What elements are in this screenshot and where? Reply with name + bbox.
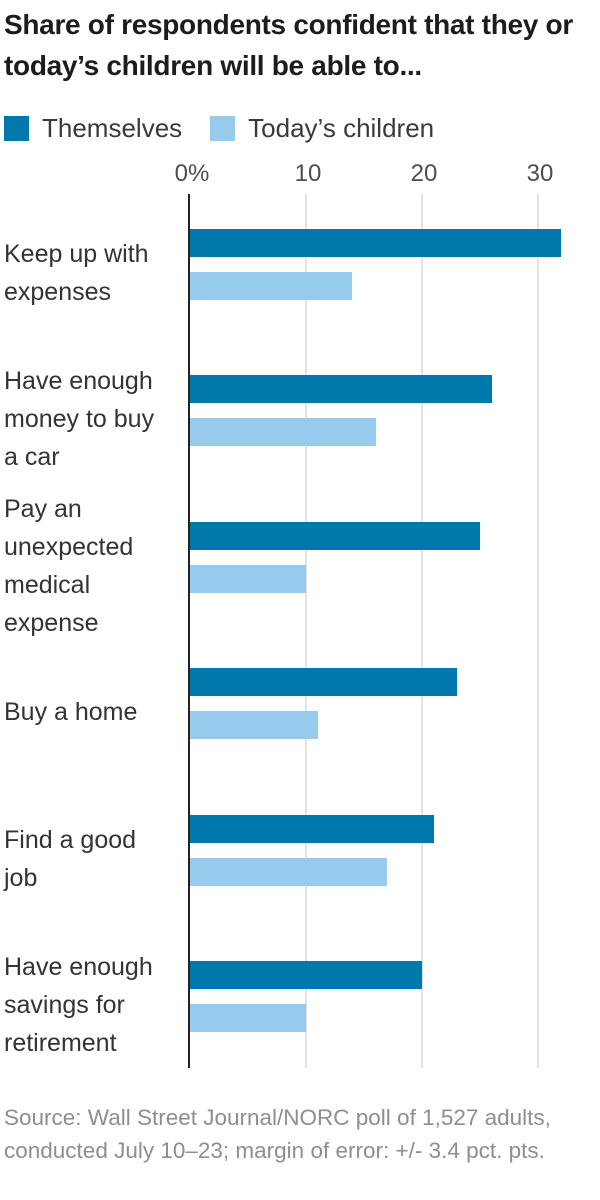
bar-today-s-children	[190, 711, 318, 740]
bar-themselves	[190, 229, 561, 257]
gridline	[421, 194, 423, 1068]
category-label-find-a-good-job: Find a good job	[4, 825, 137, 892]
source-note: Source: Wall Street Journal/NORC poll of…	[4, 1105, 551, 1163]
y-axis-line	[188, 194, 190, 1068]
bar-themselves	[190, 668, 457, 697]
legend-swatch-icon	[210, 116, 236, 141]
bar-themselves	[190, 521, 480, 550]
bar-themselves	[190, 961, 422, 989]
bar-today-s-children	[190, 418, 376, 447]
bar-today-s-children	[190, 857, 387, 886]
category-label-buy-a-home: Buy a home	[4, 698, 138, 727]
chart-legend: Themselves Today’s children	[4, 113, 462, 144]
legend-swatch-icon	[4, 116, 29, 141]
legend-item-themselves: Themselves	[4, 113, 182, 144]
bar-today-s-children	[190, 564, 306, 593]
bar-today-s-children	[190, 1004, 306, 1032]
x-tick-label: 0%	[174, 160, 210, 187]
bar-today-s-children	[190, 272, 352, 300]
legend-item-today-s-children: Today’s children	[210, 113, 434, 144]
bar-themselves	[190, 814, 434, 843]
legend-label: Today’s children	[248, 113, 435, 143]
bar-chart: 0% 10 20 30 Keep up with expenses Have enoug…	[0, 160, 600, 1072]
x-tick-label: 20	[410, 160, 438, 187]
category-label-have-enough-savings-for-retirement: Have enough savings for retirement	[4, 953, 153, 1057]
bar-themselves	[190, 375, 492, 404]
category-label-pay-an-unexpected-medical-expense: Pay an unexpected medical expense	[4, 494, 134, 637]
category-label-keep-up-with-expenses: Keep up with expenses	[4, 240, 149, 306]
chart-title: Share of respondents confident that they…	[4, 9, 573, 81]
x-tick-label: 10	[294, 160, 322, 187]
x-tick-label: 30	[526, 160, 554, 187]
legend-label: Themselves	[42, 113, 183, 143]
gridline	[305, 194, 307, 1068]
category-label-have-enough-money-to-buy-a-car: Have enough money to buy a car	[4, 367, 155, 472]
gridline	[537, 194, 539, 1068]
